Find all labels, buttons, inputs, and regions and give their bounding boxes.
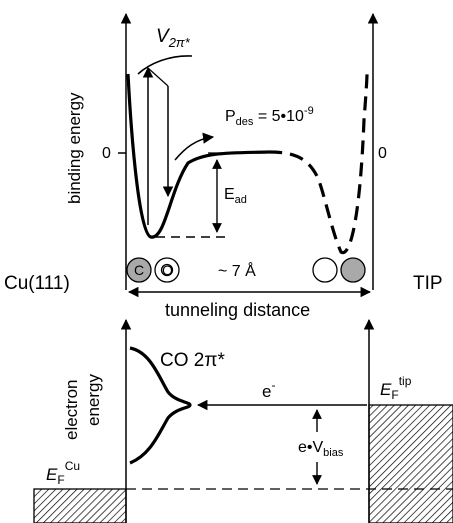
tip-block: [368, 404, 453, 523]
ground-state-well: [126, 73, 269, 239]
electron-energy-label-2: energy: [84, 374, 103, 426]
bottom-panel: electron energy CO 2π* e- e•Vbias EFtip …: [33, 318, 453, 523]
zero-right-label: 0: [378, 145, 387, 162]
pdes-label: Pdes = 5•10-9: [225, 105, 314, 128]
transition-line: [147, 67, 169, 87]
carbon-atom-tip: [340, 257, 366, 283]
ef-cu-label: EFCu: [46, 459, 80, 487]
bias-label-bg: [296, 432, 364, 462]
carbon-atom: [126, 257, 152, 283]
top-panel: binding energy 0 0 V2π* Pdes = 5•10-9 Ea…: [4, 12, 443, 320]
ead-label: Ead: [224, 186, 247, 206]
electron-label: e-: [262, 378, 275, 401]
oxygen-atom: [154, 257, 180, 283]
cu111-label: Cu(111): [4, 273, 70, 294]
oxygen-atom-inner: [160, 263, 174, 277]
tip-label: TIP: [413, 273, 443, 294]
binding-energy-label: binding energy: [65, 92, 84, 204]
tunneling-distance-label: tunneling distance: [165, 300, 310, 320]
tip-side-well-dashed: [267, 73, 369, 255]
desorption-arrow: [174, 132, 215, 161]
cu-substrate-block: [33, 488, 127, 523]
v2pi-label: V2π*: [156, 26, 191, 50]
zero-left-label: 0: [102, 145, 111, 162]
distance-label: ~ 7 Å: [218, 261, 256, 280]
electron-energy-label-1: electron: [62, 380, 81, 440]
v2pi-potential-curve: [137, 55, 193, 75]
bias-label: e•Vbias: [298, 439, 344, 459]
oxygen-atom-tip: [312, 257, 338, 283]
co-2pi-resonance-curve: [129, 346, 192, 465]
oxygen-atom-label: O: [162, 262, 173, 278]
carbon-atom-label: C: [134, 262, 144, 278]
ef-tip-label: EFtip: [380, 374, 412, 402]
co-2pi-label: CO 2π*: [160, 350, 225, 371]
